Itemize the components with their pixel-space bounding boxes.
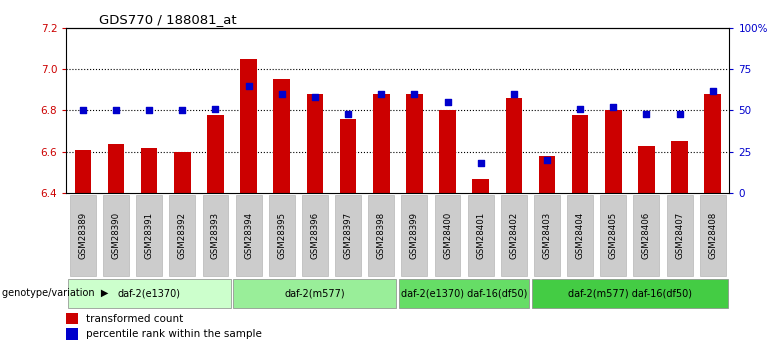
Bar [473, 179, 489, 193]
FancyBboxPatch shape [402, 195, 427, 276]
FancyBboxPatch shape [633, 195, 659, 276]
FancyBboxPatch shape [667, 195, 693, 276]
FancyBboxPatch shape [68, 279, 231, 307]
Text: percentile rank within the sample: percentile rank within the sample [86, 329, 261, 339]
FancyBboxPatch shape [233, 279, 396, 307]
FancyBboxPatch shape [302, 195, 328, 276]
FancyBboxPatch shape [501, 195, 526, 276]
FancyBboxPatch shape [434, 195, 460, 276]
Bar [207, 115, 224, 193]
FancyBboxPatch shape [335, 195, 361, 276]
Point [342, 111, 354, 117]
Point [408, 91, 420, 97]
FancyBboxPatch shape [532, 279, 728, 307]
Text: GSM28396: GSM28396 [310, 212, 320, 259]
Bar [307, 94, 323, 193]
FancyBboxPatch shape [468, 195, 494, 276]
FancyBboxPatch shape [700, 195, 725, 276]
Point [76, 108, 89, 113]
Bar [75, 150, 91, 193]
Bar [66, 328, 78, 340]
FancyBboxPatch shape [534, 195, 560, 276]
Text: daf-2(m577) daf-16(df50): daf-2(m577) daf-16(df50) [568, 288, 692, 298]
Text: GDS770 / 188081_at: GDS770 / 188081_at [100, 13, 237, 27]
Text: daf-2(e1370) daf-16(df50): daf-2(e1370) daf-16(df50) [401, 288, 527, 298]
Text: GSM28399: GSM28399 [410, 212, 419, 259]
Text: GSM28398: GSM28398 [377, 212, 386, 259]
Text: GSM28404: GSM28404 [576, 212, 585, 259]
Text: GSM28408: GSM28408 [708, 212, 718, 259]
Text: GSM28400: GSM28400 [443, 212, 452, 259]
Point [707, 88, 719, 93]
Point [275, 91, 288, 97]
FancyBboxPatch shape [103, 195, 129, 276]
Point [607, 104, 619, 110]
FancyBboxPatch shape [70, 195, 96, 276]
Point [309, 95, 321, 100]
Bar [340, 119, 356, 193]
Text: GSM28405: GSM28405 [608, 212, 618, 259]
Bar [572, 115, 588, 193]
Point [176, 108, 189, 113]
Text: transformed count: transformed count [86, 314, 183, 324]
Text: GSM28390: GSM28390 [112, 212, 121, 259]
Bar [240, 59, 257, 193]
Text: GSM28401: GSM28401 [476, 212, 485, 259]
Bar [373, 94, 389, 193]
Bar [505, 98, 522, 193]
Point [508, 91, 520, 97]
Bar [704, 94, 721, 193]
Text: GSM28393: GSM28393 [211, 212, 220, 259]
Point [110, 108, 122, 113]
Text: GSM28397: GSM28397 [343, 212, 353, 259]
Bar [672, 141, 688, 193]
Text: genotype/variation  ▶: genotype/variation ▶ [2, 288, 108, 298]
Bar [66, 313, 78, 324]
FancyBboxPatch shape [399, 279, 529, 307]
Point [541, 157, 553, 163]
Text: GSM28407: GSM28407 [675, 212, 684, 259]
Text: GSM28402: GSM28402 [509, 212, 519, 259]
Text: daf-2(e1370): daf-2(e1370) [118, 288, 181, 298]
FancyBboxPatch shape [368, 195, 394, 276]
Bar [274, 79, 290, 193]
Bar [141, 148, 158, 193]
Text: GSM28394: GSM28394 [244, 212, 254, 259]
Bar [406, 94, 423, 193]
FancyBboxPatch shape [169, 195, 195, 276]
Bar [539, 156, 555, 193]
Point [209, 106, 222, 111]
Text: daf-2(m577): daf-2(m577) [285, 288, 346, 298]
FancyBboxPatch shape [203, 195, 229, 276]
Text: GSM28391: GSM28391 [144, 212, 154, 259]
FancyBboxPatch shape [136, 195, 162, 276]
Bar [439, 110, 456, 193]
Text: GSM28403: GSM28403 [542, 212, 551, 259]
Point [441, 99, 454, 105]
Point [474, 161, 487, 166]
Text: GSM28406: GSM28406 [642, 212, 651, 259]
Text: GSM28392: GSM28392 [178, 212, 187, 259]
Point [574, 106, 587, 111]
Bar [174, 152, 190, 193]
Bar [108, 144, 124, 193]
Point [640, 111, 653, 117]
FancyBboxPatch shape [236, 195, 261, 276]
Point [375, 91, 388, 97]
FancyBboxPatch shape [601, 195, 626, 276]
Text: GSM28395: GSM28395 [277, 212, 286, 259]
Point [673, 111, 686, 117]
Point [143, 108, 155, 113]
FancyBboxPatch shape [269, 195, 295, 276]
Bar [638, 146, 654, 193]
Point [243, 83, 255, 88]
Bar [605, 110, 622, 193]
FancyBboxPatch shape [567, 195, 593, 276]
Text: GSM28389: GSM28389 [78, 212, 87, 259]
